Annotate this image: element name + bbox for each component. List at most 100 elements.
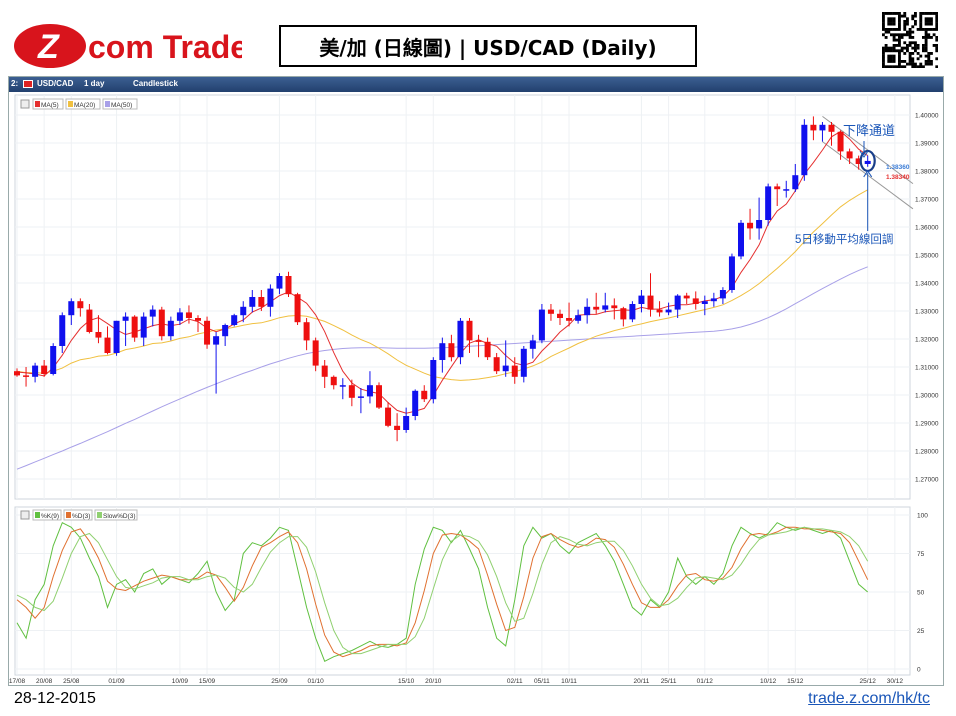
candle-body [656, 309, 663, 313]
qr-cell [884, 49, 888, 53]
candle [403, 407, 410, 433]
candle [846, 148, 853, 164]
qr-cell [922, 28, 925, 31]
candle [366, 371, 373, 404]
candle-body [412, 390, 419, 416]
candle-body [231, 315, 238, 325]
candle [68, 298, 75, 325]
candle [23, 367, 30, 387]
qr-cell [922, 12, 925, 15]
candle [792, 164, 799, 192]
x-tick-label: 25/09 [271, 678, 288, 685]
qr-cell [898, 25, 901, 29]
candle [32, 362, 39, 383]
candle-body [448, 343, 455, 358]
qr-cell [884, 65, 888, 69]
qr-cell [924, 30, 928, 34]
candle [511, 357, 518, 384]
candle [466, 318, 473, 353]
qr-cell [887, 65, 891, 69]
candle-body [403, 416, 410, 430]
svg-text:com Trade: com Trade [88, 29, 242, 65]
qr-cell [919, 54, 923, 58]
candle [167, 316, 174, 341]
candle-body [484, 341, 491, 358]
qr-cell [911, 17, 915, 21]
candle [547, 304, 554, 321]
candle [267, 284, 274, 317]
qr-cell [914, 22, 917, 26]
qr-cell [898, 65, 901, 69]
candle-body [837, 131, 844, 152]
qr-cell [930, 20, 933, 23]
candle-body [566, 318, 573, 321]
qr-cell [927, 62, 931, 66]
candle-body [611, 305, 618, 309]
qr-cell [924, 38, 928, 42]
toolbar-period[interactable]: 1 day [84, 79, 105, 88]
y-tick-label: 1.29000 [915, 421, 939, 428]
candle [149, 305, 156, 327]
candle [692, 291, 699, 310]
candle-body [846, 151, 853, 159]
toolbar-style[interactable]: Candlestick [133, 79, 178, 88]
candle [385, 402, 392, 428]
stoch-legend: %K(9) %D(3) Slow%D(3) [20, 509, 138, 521]
candle [113, 320, 120, 356]
qr-cell [919, 14, 923, 18]
footer-url[interactable]: trade.z.com/hk/tc [808, 690, 930, 707]
candle-body [158, 309, 165, 337]
candle-body [140, 316, 147, 338]
x-tick-label: 17/08 [9, 678, 26, 685]
stoch-line-1 [16, 526, 869, 658]
candle-body [258, 297, 265, 307]
candle-body [222, 325, 229, 337]
candle [828, 122, 835, 146]
candle [774, 183, 781, 206]
price-panel [14, 94, 911, 500]
qr-cell [882, 14, 885, 18]
qr-cell [911, 46, 915, 50]
qr-cell [935, 17, 939, 21]
candle-body [511, 365, 518, 377]
legend-k: %K(9) [41, 513, 59, 520]
chart-canvas: 1.27000 1.28000 1.29000 1.30000 1.31000 1.320… [9, 94, 939, 685]
x-tick-label: 25/11 [661, 678, 677, 685]
candle-body [394, 425, 401, 430]
x-tick-label: 02/11 [507, 678, 523, 685]
svg-text:1.38340: 1.38340 [886, 174, 910, 181]
qr-cell [890, 54, 893, 58]
qr-cell [882, 60, 885, 63]
qr-cell [887, 60, 891, 63]
qr-cell [935, 22, 939, 26]
toolbar-symbol[interactable]: USD/CAD [37, 79, 74, 88]
candle-body [213, 336, 220, 345]
candle-body [23, 375, 30, 377]
qr-cell [890, 20, 893, 23]
annotation-channel: 下降通道 [843, 123, 895, 138]
qr-cell [898, 49, 901, 53]
qr-cell [911, 36, 915, 39]
qr-cell [922, 46, 925, 50]
candle-body [430, 360, 437, 400]
qr-cell [882, 20, 885, 23]
qr-cell [924, 36, 928, 39]
qr-cell [882, 17, 885, 21]
x-tick-label: 10/11 [561, 678, 577, 685]
qr-cell [919, 62, 923, 66]
candle [837, 130, 844, 160]
candle [231, 313, 238, 327]
stochastic-panel [14, 506, 911, 676]
stoch-y-tick-label: 0 [917, 667, 921, 674]
candle-body [303, 322, 310, 341]
qr-cell [914, 65, 917, 69]
candle [484, 337, 491, 360]
qr-cell [911, 57, 915, 61]
candle-body [774, 186, 781, 190]
x-tick-label: 01/09 [108, 678, 125, 685]
qr-cell [924, 20, 928, 23]
qr-cell [903, 20, 907, 23]
candle [602, 292, 609, 313]
qr-cell [882, 46, 885, 50]
y-tick-label: 1.37000 [915, 197, 939, 204]
